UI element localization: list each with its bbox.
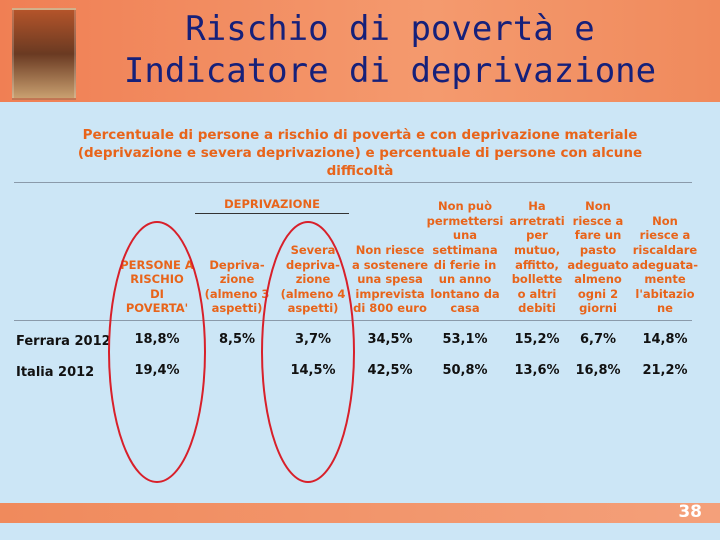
column-header: Severa depriva- zione (almeno 4 aspetti)	[280, 243, 346, 316]
table-cell: 3,7%	[294, 332, 332, 347]
column-header: Non può permettersi una settimana di fer…	[426, 199, 504, 316]
table-cell: 16,8%	[575, 363, 621, 378]
column-header: Ha arretrati per mutuo, affitto, bollett…	[509, 199, 565, 316]
header-band	[0, 0, 720, 102]
column-header: Non riesce a riscaldare adeguata- mente …	[631, 213, 698, 316]
column-header: Non riesce a fare un pasto adeguato alme…	[567, 199, 629, 316]
title: Rischio di povertà e Indicatore di depri…	[123, 9, 657, 91]
table-cell: 53,1%	[442, 332, 488, 347]
header-image	[12, 8, 76, 100]
table-cell: 6,7%	[579, 332, 617, 347]
column-header: PERSONE A RISCHIO DI POVERTA'	[120, 257, 194, 316]
highlight-ellipse	[108, 221, 206, 483]
column-header: Depriva- zione (almeno 3 aspetti)	[204, 257, 270, 316]
group-underline	[195, 213, 349, 214]
table-cell: 14,5%	[290, 363, 336, 378]
table-cell: 18,8%	[134, 332, 180, 347]
table-cell: 13,6%	[514, 363, 560, 378]
table-cell: 14,8%	[642, 332, 688, 347]
table-cell: 19,4%	[134, 363, 180, 378]
table-cell: 21,2%	[642, 363, 688, 378]
row-label: Ferrara 2012	[16, 334, 111, 349]
highlight-ellipse	[261, 221, 355, 483]
divider	[14, 182, 692, 183]
table-cell: 50,8%	[442, 363, 488, 378]
footer-band	[0, 503, 720, 523]
table-cell: 15,2%	[514, 332, 560, 347]
column-header: Non riesce a sostenere una spesa imprevi…	[351, 243, 429, 316]
row-label: Italia 2012	[16, 365, 95, 380]
group-header: DEPRIVAZIONE	[224, 197, 320, 211]
table-cell: 42,5%	[367, 363, 413, 378]
subtitle: Percentuale di persone a rischio di pove…	[77, 127, 643, 179]
table-cell: 34,5%	[367, 332, 413, 347]
table-cell: 8,5%	[218, 332, 256, 347]
page-number: 38	[678, 502, 702, 522]
